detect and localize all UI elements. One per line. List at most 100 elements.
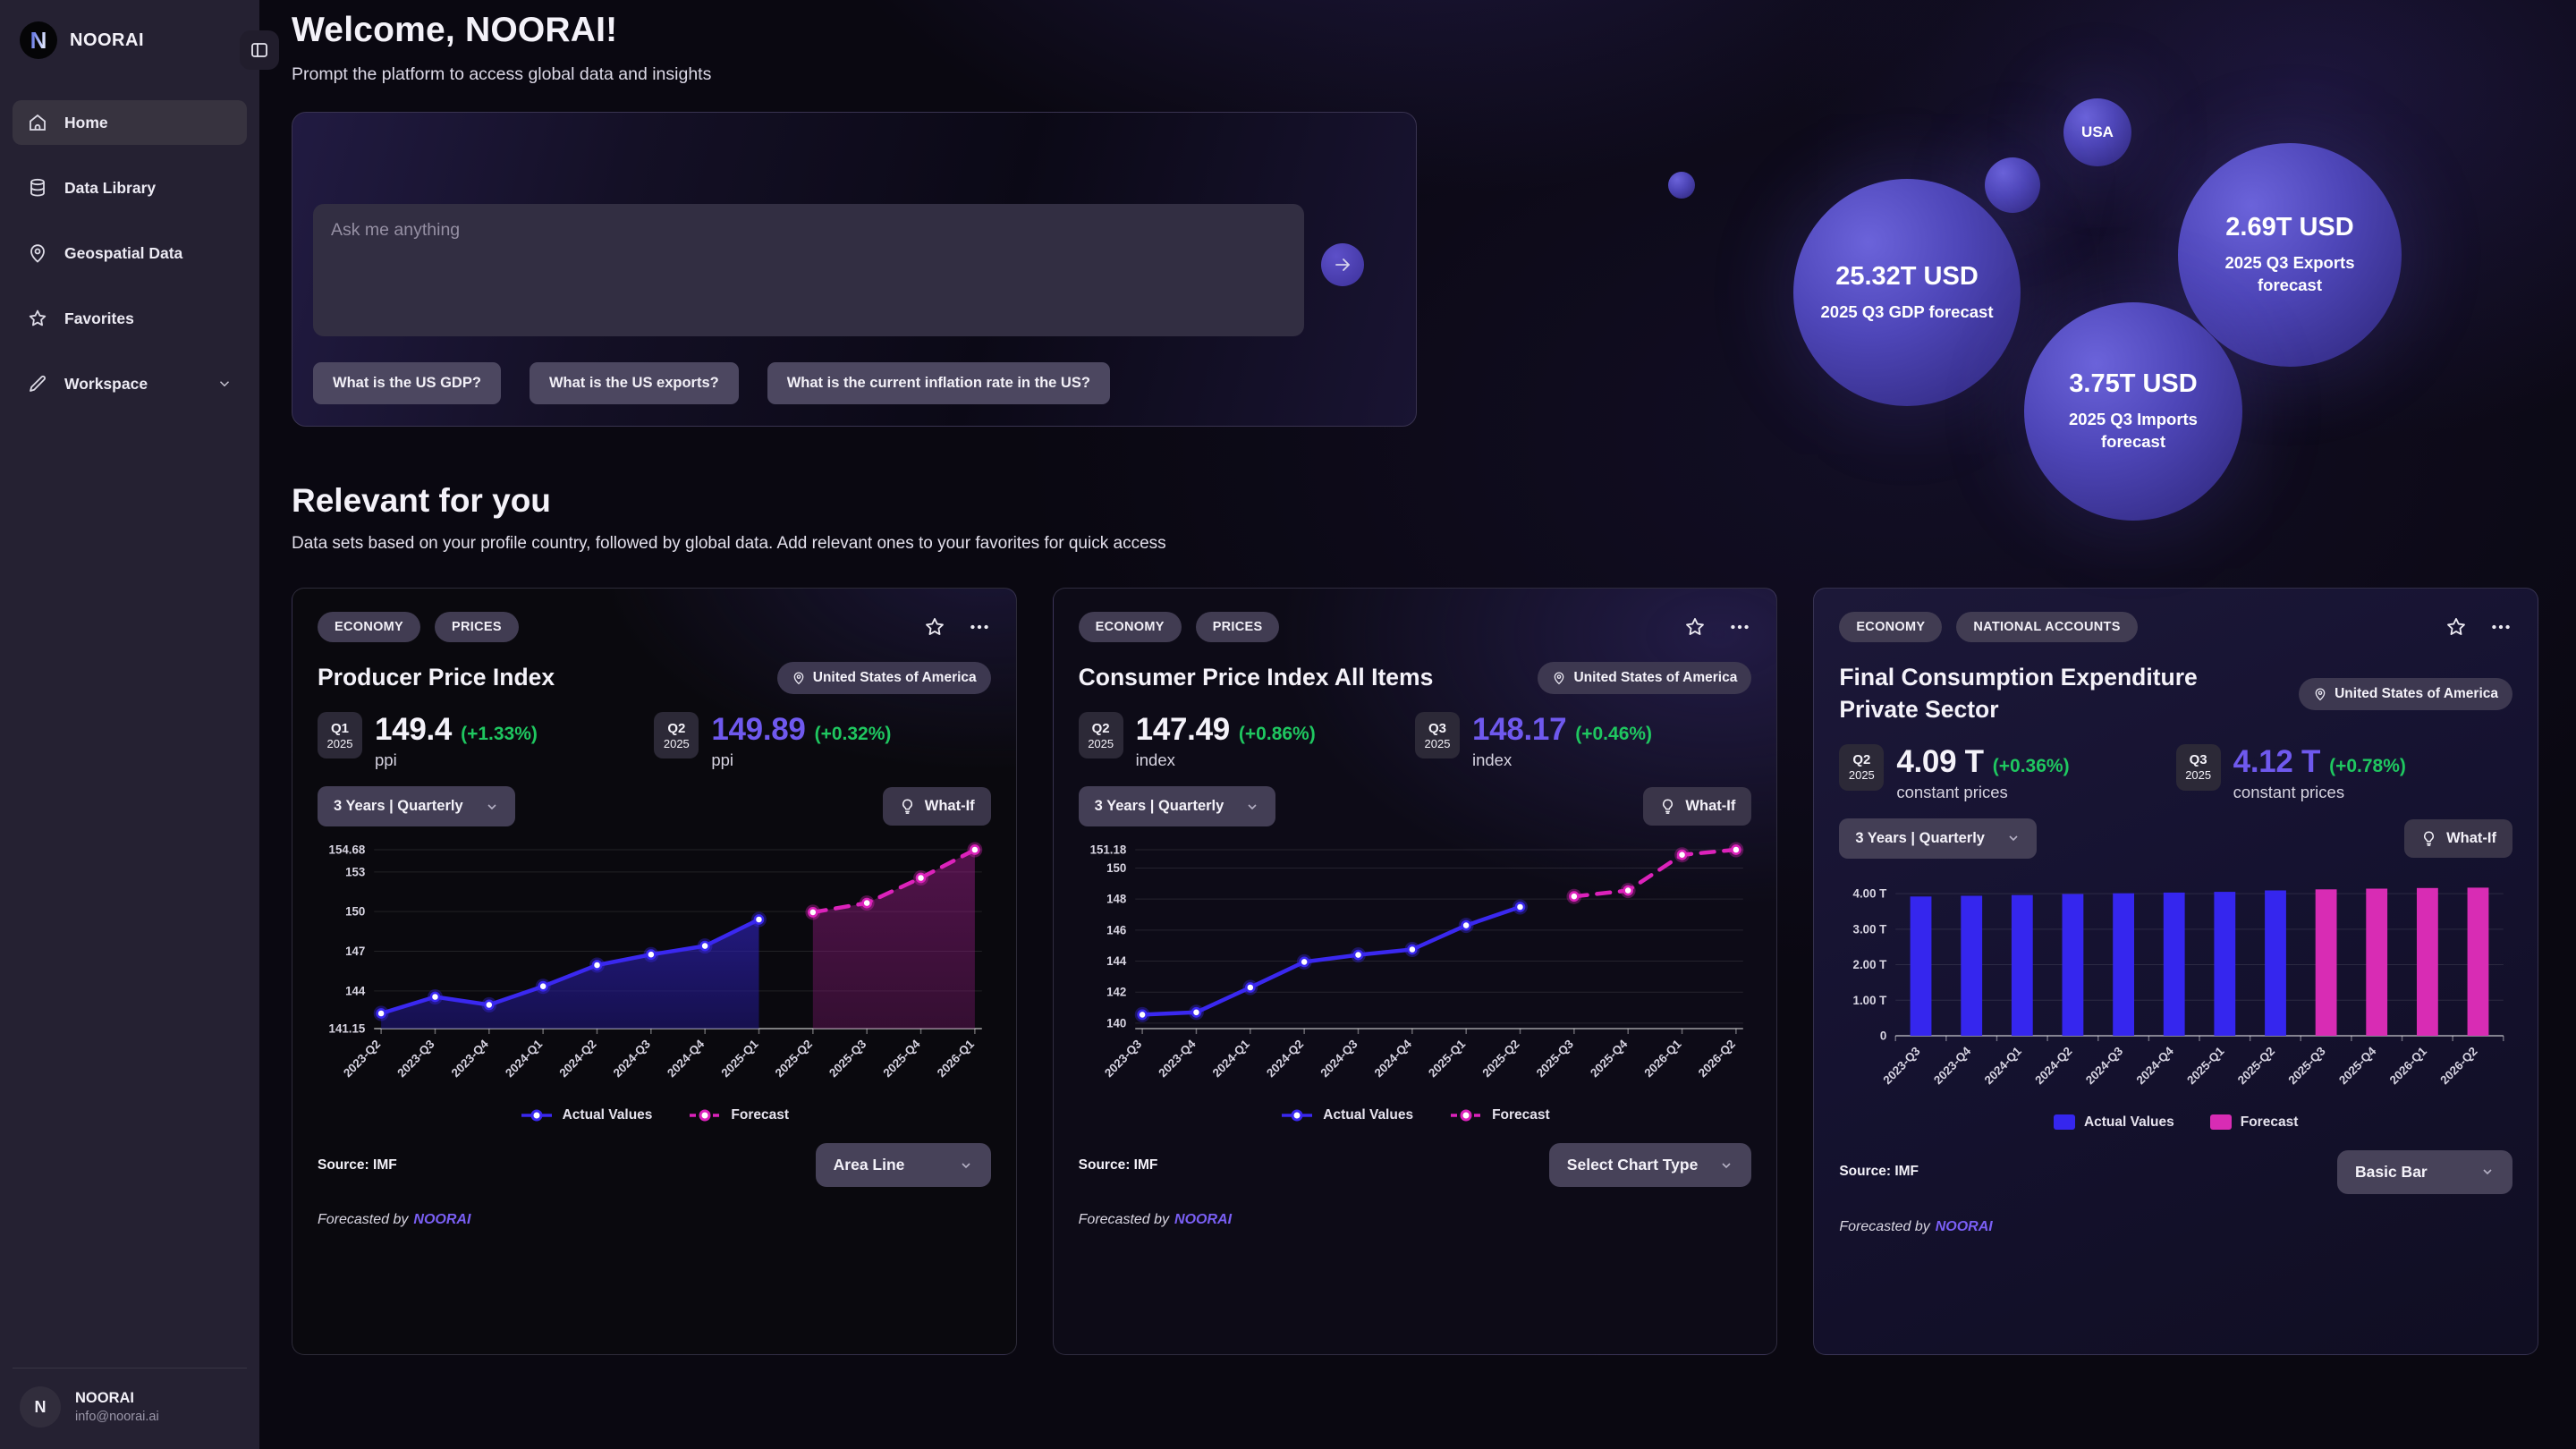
tag-national accounts[interactable]: NATIONAL ACCOUNTS	[1956, 612, 2138, 642]
more-options-icon[interactable]	[1728, 615, 1751, 639]
svg-text:4.00 T: 4.00 T	[1853, 886, 1888, 900]
tag-economy[interactable]: ECONOMY	[318, 612, 421, 642]
source-label: Source: IMF	[1078, 1157, 1158, 1173]
stat-unit: constant prices	[2233, 782, 2345, 801]
card-actions	[2445, 615, 2512, 639]
period-quarter: Q2	[1852, 752, 1871, 768]
what-if-button[interactable]: What-If	[1643, 787, 1752, 826]
period-year: 2025	[1424, 736, 1451, 750]
svg-text:142: 142	[1106, 986, 1126, 999]
ask-input[interactable]	[313, 204, 1304, 336]
range-select[interactable]: 3 Years | Quarterly	[1078, 786, 1276, 826]
sidebar-item-data-library[interactable]: Data Library	[13, 165, 247, 210]
period-badge: Q2 2025	[1839, 743, 1885, 791]
stat-value: 149.89	[711, 712, 806, 747]
chart-type-select[interactable]: Select Chart Type	[1548, 1143, 1752, 1187]
chevron-down-icon	[2480, 1165, 2495, 1179]
period-year: 2025	[2185, 768, 2212, 783]
sidebar-item-label: Workspace	[64, 374, 148, 393]
dataset-card: ECONOMY PRICES Consumer Price Index All I…	[1052, 588, 1778, 1355]
suggestion-chip-exports[interactable]: What is the US exports?	[529, 362, 739, 404]
what-if-label: What-If	[1685, 798, 1736, 814]
card-title-row: Consumer Price Index All Items United St…	[1079, 662, 1752, 694]
sidebar-item-workspace[interactable]: Workspace	[13, 361, 247, 406]
svg-text:2024-Q3: 2024-Q3	[1318, 1037, 1360, 1080]
dataset-cards: ECONOMY PRICES Producer Price Index Unite…	[292, 588, 2558, 1355]
favorite-star-icon[interactable]	[2445, 615, 2468, 639]
tag-list: ECONOMY PRICES	[1078, 612, 1280, 642]
forecast-note: Forecasted by NOORAI	[318, 1212, 991, 1228]
country-pill[interactable]: United States of America	[2299, 677, 2512, 710]
user-profile[interactable]: N NOORAI info@noorai.ai	[13, 1368, 247, 1431]
card-header: ECONOMY PRICES	[1078, 612, 1752, 642]
svg-text:3.00 T: 3.00 T	[1853, 922, 1888, 936]
legend-forecast-marker	[690, 1109, 721, 1122]
period-year: 2025	[326, 736, 353, 750]
what-if-button[interactable]: What-If	[2404, 818, 2512, 858]
svg-text:2024-Q2: 2024-Q2	[2033, 1044, 2075, 1087]
sidebar-collapse-button[interactable]	[240, 30, 279, 70]
send-button[interactable]	[1321, 243, 1364, 286]
card-actions	[923, 615, 991, 639]
suggestion-chip-gdp[interactable]: What is the US GDP?	[313, 362, 501, 404]
range-select[interactable]: 3 Years | Quarterly	[318, 786, 515, 826]
range-select-label: 3 Years | Quarterly	[1094, 798, 1224, 814]
bubble-exports-forecast: 2.69T USD 2025 Q3 Exports forecast	[2178, 143, 2402, 367]
controls-row: 3 Years | Quarterly What-If	[1839, 818, 2512, 859]
card-title-row: Final Consumption Expenditure Private Se…	[1839, 662, 2512, 726]
sidebar-item-label: Favorites	[64, 309, 134, 327]
star-icon	[27, 308, 48, 329]
stat-change: (+0.78%)	[2329, 755, 2406, 776]
period-badge: Q3 2025	[1414, 712, 1460, 758]
tag-list: ECONOMY PRICES	[318, 612, 519, 642]
favorite-star-icon[interactable]	[923, 615, 946, 639]
svg-text:2026-Q1: 2026-Q1	[1641, 1037, 1684, 1080]
sidebar: N NOORAI Home Data Library Geospatial Da…	[0, 0, 279, 1449]
suggestion-chips: What is the US GDP? What is the US expor…	[313, 362, 1110, 404]
svg-text:2024-Q4: 2024-Q4	[665, 1037, 708, 1080]
forecast-note-brand: NOORAI	[1935, 1218, 1993, 1234]
legend-label: Actual Values	[562, 1107, 653, 1123]
card-actions	[1683, 615, 1751, 639]
what-if-button[interactable]: What-If	[882, 787, 991, 826]
sidebar-item-geospatial-data[interactable]: Geospatial Data	[13, 231, 247, 275]
legend-item-forecast: Forecast	[688, 1107, 789, 1123]
range-select[interactable]: 3 Years | Quarterly	[1839, 818, 2037, 859]
period-badge: Q2 2025	[654, 712, 699, 758]
forecast-note: Forecasted by NOORAI	[1839, 1219, 2512, 1235]
legend-item-forecast: Forecast	[2209, 1114, 2298, 1131]
chart-type-select[interactable]: Area Line	[815, 1143, 991, 1187]
svg-text:144: 144	[345, 984, 366, 997]
country-pill[interactable]: United States of America	[1538, 662, 1752, 694]
stat-change: (+0.32%)	[814, 724, 892, 744]
source-label: Source: IMF	[1839, 1164, 1919, 1180]
page-title: Welcome, NOORAI!	[292, 11, 618, 49]
favorite-star-icon[interactable]	[1683, 615, 1707, 639]
range-select-label: 3 Years | Quarterly	[334, 798, 463, 814]
chart-type-select[interactable]: Basic Bar	[2337, 1149, 2512, 1194]
stat-value: 149.4	[375, 712, 453, 747]
sidebar-item-favorites[interactable]: Favorites	[13, 296, 247, 341]
tag-economy[interactable]: ECONOMY	[1078, 612, 1182, 642]
legend-actual-swatch	[2053, 1114, 2075, 1131]
map-pin-icon	[1552, 671, 1566, 685]
country-label: United States of America	[812, 670, 977, 685]
suggestion-chip-inflation[interactable]: What is the current inflation rate in th…	[767, 362, 1110, 404]
lightbulb-icon	[1659, 798, 1676, 815]
period-badge: Q1 2025	[318, 712, 362, 758]
country-pill[interactable]: United States of America	[776, 662, 991, 694]
period-badge: Q3 2025	[2175, 743, 2221, 791]
more-options-icon[interactable]	[2489, 615, 2512, 639]
more-options-icon[interactable]	[968, 615, 991, 639]
tag-prices[interactable]: PRICES	[1195, 612, 1280, 642]
chevron-down-icon	[1719, 1158, 1733, 1173]
map-pin-icon	[792, 671, 806, 685]
page-subtitle: Prompt the platform to access global dat…	[292, 64, 712, 84]
stats-row: Q1 2025 149.4 (+1.33%) ppi Q2 2025	[318, 712, 991, 770]
tag-economy[interactable]: ECONOMY	[1839, 612, 1943, 642]
svg-text:2024-Q2: 2024-Q2	[556, 1037, 598, 1080]
controls-row: 3 Years | Quarterly What-If	[318, 786, 991, 826]
sidebar-item-home[interactable]: Home	[13, 100, 247, 145]
tag-prices[interactable]: PRICES	[435, 612, 519, 642]
svg-text:2024-Q3: 2024-Q3	[611, 1037, 653, 1080]
